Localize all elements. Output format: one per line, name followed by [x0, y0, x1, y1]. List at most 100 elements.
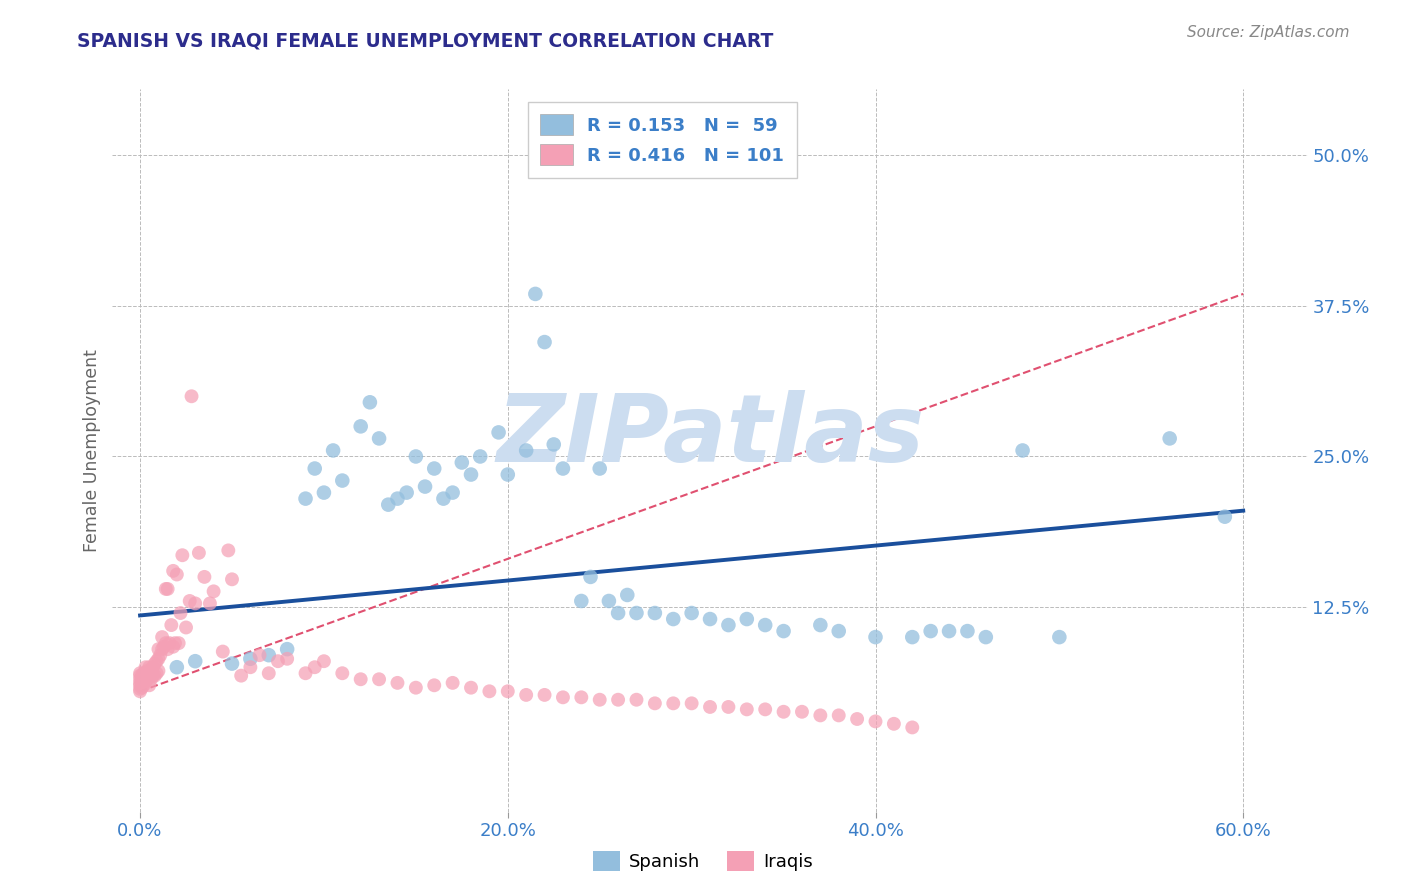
Point — [132, 666, 155, 681]
Point — [607, 692, 630, 706]
Point — [145, 654, 167, 668]
Point — [129, 684, 152, 698]
Point — [156, 642, 179, 657]
Point — [515, 443, 537, 458]
Point — [883, 716, 905, 731]
Point — [221, 657, 243, 671]
Point — [569, 690, 592, 705]
Point — [129, 676, 152, 690]
Point — [257, 648, 280, 662]
Point — [368, 673, 391, 687]
Point — [616, 588, 638, 602]
Point — [304, 461, 326, 475]
Point — [956, 624, 979, 639]
Point — [143, 668, 166, 682]
Point — [488, 425, 510, 440]
Point — [865, 714, 887, 729]
Point — [139, 664, 162, 678]
Point — [132, 673, 155, 687]
Point — [735, 612, 758, 626]
Point — [129, 681, 152, 696]
Point — [136, 673, 159, 687]
Point — [129, 666, 152, 681]
Point — [132, 678, 155, 692]
Point — [460, 681, 482, 695]
Point — [150, 642, 173, 657]
Point — [184, 654, 207, 668]
Point — [156, 582, 179, 596]
Point — [460, 467, 482, 482]
Point — [198, 596, 221, 610]
Point — [920, 624, 942, 639]
Point — [808, 708, 831, 723]
Point — [184, 596, 207, 610]
Point — [131, 668, 153, 682]
Point — [699, 700, 721, 714]
Point — [598, 594, 620, 608]
Text: ZIPatlas: ZIPatlas — [496, 390, 924, 482]
Point — [312, 485, 335, 500]
Point — [772, 624, 794, 639]
Point — [662, 696, 685, 710]
Point — [139, 673, 162, 687]
Point — [131, 676, 153, 690]
Point — [413, 480, 436, 494]
Point — [901, 721, 924, 735]
Point — [249, 648, 271, 662]
Point — [377, 498, 399, 512]
Point — [162, 564, 184, 578]
Point — [304, 660, 326, 674]
Point — [938, 624, 960, 639]
Point — [142, 660, 165, 674]
Point — [432, 491, 454, 506]
Point — [135, 660, 157, 674]
Point — [166, 660, 188, 674]
Point — [257, 666, 280, 681]
Point — [148, 652, 170, 666]
Point — [276, 652, 298, 666]
Point — [217, 543, 239, 558]
Point — [551, 461, 574, 475]
Point — [1159, 431, 1181, 445]
Point — [239, 660, 262, 674]
Text: Source: ZipAtlas.com: Source: ZipAtlas.com — [1187, 25, 1350, 40]
Point — [221, 572, 243, 586]
Point — [754, 702, 776, 716]
Point — [145, 666, 167, 681]
Point — [1047, 630, 1070, 644]
Point — [681, 606, 703, 620]
Point — [808, 618, 831, 632]
Point — [496, 467, 519, 482]
Point — [163, 636, 186, 650]
Point — [828, 624, 851, 639]
Point — [159, 636, 181, 650]
Point — [450, 455, 472, 469]
Point — [359, 395, 381, 409]
Point — [169, 606, 191, 620]
Point — [129, 668, 152, 682]
Point — [179, 594, 201, 608]
Point — [717, 700, 740, 714]
Point — [589, 461, 612, 475]
Point — [387, 491, 409, 506]
Point — [155, 636, 177, 650]
Point — [846, 712, 869, 726]
Point — [974, 630, 997, 644]
Point — [470, 450, 492, 464]
Point — [138, 668, 160, 682]
Point — [276, 642, 298, 657]
Point — [322, 443, 344, 458]
Point — [138, 660, 160, 674]
Point — [148, 642, 170, 657]
Point — [478, 684, 501, 698]
Point — [166, 567, 188, 582]
Point — [153, 640, 176, 654]
Point — [865, 630, 887, 644]
Point — [423, 678, 446, 692]
Point — [131, 681, 153, 695]
Point — [202, 584, 225, 599]
Point — [423, 461, 446, 475]
Point — [174, 620, 197, 634]
Point — [148, 664, 170, 678]
Point — [569, 594, 592, 608]
